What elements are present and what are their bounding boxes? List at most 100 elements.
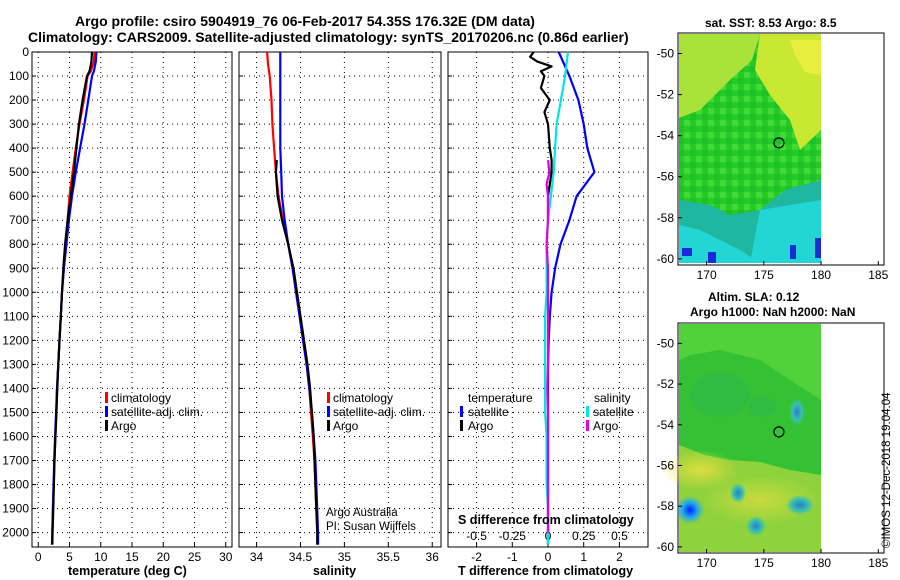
map-xtick-label: 175 [754, 268, 774, 282]
map-xtick-label: 180 [811, 556, 831, 570]
depth-tick-label: 1000 [2, 285, 29, 299]
difference-x2tick-label: -0.5 [466, 529, 487, 543]
depth-tick-label: 1900 [2, 502, 29, 516]
sla-map-title-line1: Altim. SLA: 0.12 [708, 290, 800, 304]
difference-xtick-label: 2 [616, 550, 623, 564]
depth-tick-label: 300 [9, 117, 29, 131]
depth-tick-label: 100 [9, 69, 29, 83]
map-xtick-label: 175 [754, 556, 774, 570]
credit-pi: PI: Susan Wijffels [326, 521, 416, 533]
map-ytick-label: -50 [657, 336, 675, 350]
difference-series-salinity-satellite [543, 51, 570, 545]
legend-label-argo: Argo [333, 419, 359, 433]
sst-map-argo-marker [773, 137, 785, 149]
salinity-xtick-label: 34 [250, 550, 264, 564]
depth-tick-label: 0 [22, 45, 29, 59]
chart-layer: 0100200300400500600700800900100011001200… [2, 45, 648, 564]
sst-map-ticks: 170 175 180 185 -50 -52 -54 -56 -58 -60 [657, 47, 889, 282]
sla-map-ticks: 170 175 180 185 -50 -52 -54 -56 -58 -60 [657, 336, 889, 570]
sla-map-title-line2: Argo h1000: NaN h2000: NaN [690, 305, 855, 319]
legend-title-temperature: temperature [468, 391, 533, 405]
map-ytick-label: -58 [657, 211, 675, 225]
salinity-xtick-label: 36 [426, 550, 440, 564]
map-ytick-label: -54 [657, 129, 675, 143]
legend-label-climatology: climatology [111, 391, 171, 405]
salinity-xtick-label: 35 [338, 550, 352, 564]
legend-label-t-argo: Argo [468, 419, 494, 433]
temperature-xtick-label: 20 [157, 550, 171, 564]
depth-tick-label: 500 [9, 165, 29, 179]
map-xtick-label: 170 [697, 268, 717, 282]
map-xtick-label: 185 [868, 556, 888, 570]
credit-argo-australia: Argo Australia [326, 507, 398, 519]
sst-map-title: sat. SST: 8.53 Argo: 8.5 [705, 16, 837, 30]
depth-tick-label: 700 [9, 213, 29, 227]
map-ytick-label: -58 [657, 499, 675, 513]
legend-label-s-satellite: satellite [593, 405, 634, 419]
temperature-panel [31, 51, 233, 548]
map-xtick-label: 170 [697, 556, 717, 570]
depth-tick-label: 800 [9, 237, 29, 251]
temperature-xlabel: temperature (deg C) [68, 564, 187, 578]
temperature-plot: 0100200300400500600700800900100011001200… [2, 45, 232, 564]
legend-mark-argo [327, 420, 330, 431]
depth-tick-label: 2000 [2, 526, 29, 540]
legend-mark-t-argo [460, 420, 463, 431]
salinity-series-argo [274, 160, 319, 545]
legend-label-climatology: climatology [333, 391, 393, 405]
temperature-xtick-label: 0 [35, 550, 42, 564]
map-ytick-label: -52 [657, 88, 675, 102]
depth-tick-label: 1200 [2, 333, 29, 347]
map-ytick-label: -54 [657, 418, 675, 432]
legend-mark-s-argo [586, 420, 589, 431]
sla-map-argo-marker [773, 426, 785, 438]
temperature-xtick-label: 15 [125, 550, 139, 564]
difference-plot: -2 -1 0 1 2-0.5 -0.25 0 0.25 0.5 [448, 51, 648, 564]
difference-xtick-label: 1 [580, 550, 587, 564]
legend-mark-climatology [105, 392, 108, 403]
difference-xlabel: T difference from climatology [458, 564, 633, 578]
depth-tick-label: 1400 [2, 381, 29, 395]
salinity-plot: 34 34.5 35 35.5 36 [239, 51, 441, 564]
temperature-legend: climatology satellite-adj. clim. Argo [105, 391, 203, 433]
legend-mark-argo [105, 420, 108, 431]
difference-series-salinity-argo [545, 159, 551, 533]
difference-series-temperature-argo [528, 51, 553, 221]
sst-map: sat. SST: 8.53 Argo: 8.5 170 175 180 185 -50… [657, 16, 889, 282]
depth-tick-label: 900 [9, 261, 29, 275]
map-ytick-label: -56 [657, 458, 675, 472]
legend-mark-climatology [327, 392, 330, 403]
depth-tick-label: 600 [9, 189, 29, 203]
depth-tick-label: 400 [9, 141, 29, 155]
salinity-panel [238, 51, 442, 548]
difference-x2tick-label: 0.25 [572, 529, 596, 543]
difference-xtick-label: 0 [545, 550, 552, 564]
difference-xtick-label: -2 [471, 550, 482, 564]
depth-tick-label: 1100 [3, 309, 29, 323]
temperature-xtick-label: 10 [94, 550, 108, 564]
legend-title-salinity: salinity [594, 391, 631, 405]
figure-title-line2: Climatology: CARS2009. Satellite-adjuste… [28, 29, 629, 45]
temperature-series-argo [51, 51, 94, 545]
depth-tick-label: 1500 [2, 405, 29, 419]
salinity-xlabel: salinity [313, 564, 356, 578]
map-ytick-label: -56 [657, 170, 675, 184]
depth-tick-label: 1600 [2, 429, 29, 443]
salinity-legend: climatology satellite-adj. clim. Argo [327, 391, 425, 433]
difference-xlabel2: S difference from climatology [458, 513, 634, 527]
map-ytick-label: -52 [657, 377, 675, 391]
depth-tick-label: 1800 [2, 478, 29, 492]
temperature-xtick-label: 5 [66, 550, 73, 564]
difference-x2tick-label: 0.5 [611, 529, 628, 543]
sst-map-image [679, 34, 821, 263]
legend-label-argo: Argo [111, 419, 137, 433]
legend-mark-t-satellite [460, 406, 463, 417]
depth-tick-label: 200 [9, 93, 29, 107]
legend-label-satellite: satellite-adj. clim. [333, 405, 425, 419]
difference-x2tick-label: -0.25 [499, 529, 527, 543]
difference-legend-salinity: salinity satellite Argo [586, 391, 634, 433]
sla-map-image [660, 324, 821, 552]
imos-watermark: ©IMOS 12-Dec-2018 19:04:04 [881, 392, 893, 548]
difference-legend-temperature: temperature satellite Argo [460, 391, 533, 433]
difference-xtick-label: -1 [507, 550, 518, 564]
